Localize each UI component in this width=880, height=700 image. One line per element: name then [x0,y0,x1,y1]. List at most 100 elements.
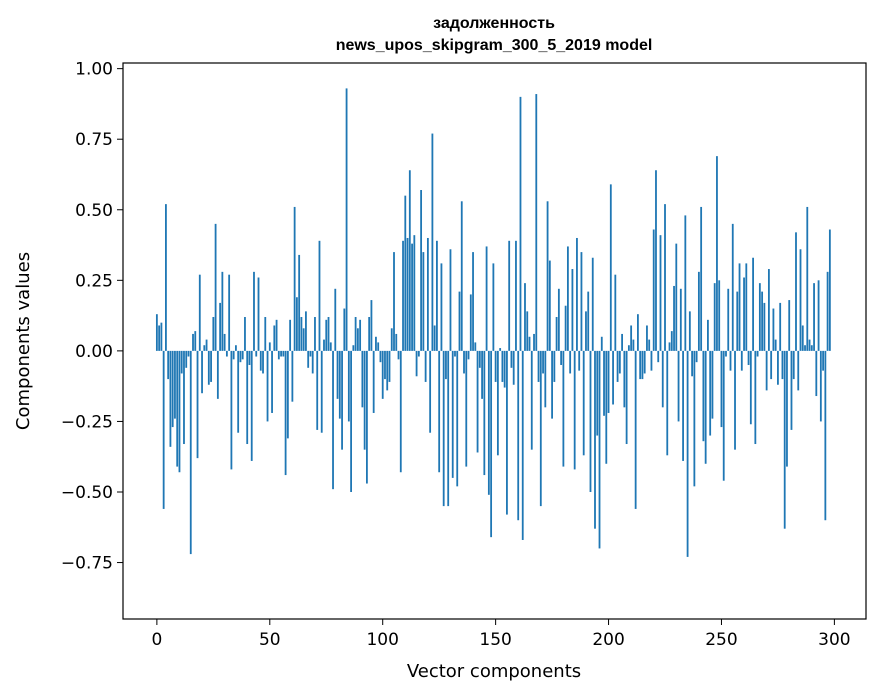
bar-component-255 [731,223,734,351]
bar-component-51 [271,350,273,413]
bar-component-163 [524,283,526,351]
bar-component-109 [402,240,404,351]
bar-component-241 [700,206,703,351]
bar-component-142 [476,350,479,453]
bar-component-129 [447,350,450,507]
bar-component-96 [372,350,375,413]
bar-component-48 [264,317,267,351]
bar-component-242 [702,350,705,442]
bar-component-24 [210,350,212,382]
bar-component-12 [183,350,185,445]
bar-component-193 [591,257,594,351]
bar-component-15 [189,350,192,555]
bars-group [155,88,831,557]
bar-component-97 [375,336,377,351]
bar-component-169 [537,350,540,382]
bar-component-252 [725,350,727,357]
bar-component-206 [621,333,623,351]
bar-component-249 [718,280,721,351]
bar-component-152 [499,348,502,351]
bar-component-21 [203,345,206,351]
bar-component-155 [506,350,508,515]
y-tick-label: 0.75 [75,130,113,150]
bar-component-145 [483,350,486,476]
bar-component-49 [266,350,269,422]
bar-component-160 [517,350,520,521]
bar-component-90 [359,319,362,351]
bar-component-191 [587,291,590,351]
bar-component-104 [390,328,393,351]
bar-component-283 [795,232,797,351]
bar-component-254 [729,350,732,371]
bar-component-64 [300,317,303,351]
bar-component-292 [815,350,818,397]
y-tick-label: 1.00 [75,60,113,80]
bar-component-225 [664,204,666,351]
bar-component-105 [393,252,395,351]
bar-component-151 [496,350,499,456]
bar-component-135 [460,201,463,351]
x-axis-label: Vector components [407,661,581,682]
bar-component-128 [445,350,447,380]
bar-component-196 [598,350,601,549]
bar-component-268 [761,291,764,351]
bar-component-83 [343,308,346,351]
bar-component-227 [668,342,671,351]
bar-component-245 [709,350,712,436]
bar-component-20 [201,350,203,394]
bar-component-201 [609,184,612,351]
bar-component-140 [472,252,474,351]
bar-component-203 [614,274,617,351]
bar-component-1 [158,325,161,351]
bar-component-147 [487,350,490,495]
bar-component-72 [318,240,321,351]
bar-component-285 [799,249,802,351]
bar-component-281 [790,350,793,430]
bar-component-215 [641,350,644,380]
bar-component-251 [722,350,725,481]
bar-component-208 [625,350,628,445]
bar-component-87 [352,345,355,351]
bar-component-226 [666,350,669,456]
bar-component-28 [219,302,222,351]
bar-component-144 [481,350,483,399]
bar-component-260 [743,277,745,351]
bar-component-174 [548,260,551,351]
bar-component-229 [673,285,675,351]
bar-component-162 [521,350,524,540]
bar-component-224 [661,350,664,408]
bar-component-297 [826,271,829,351]
bar-component-150 [494,350,497,382]
bar-component-233 [682,350,684,461]
bar-component-92 [363,350,366,450]
bar-component-137 [465,350,468,467]
bar-component-14 [187,350,190,357]
bar-component-195 [596,350,599,436]
bar-component-35 [235,345,237,351]
bar-component-118 [422,252,425,351]
bar-component-168 [535,94,538,351]
bar-component-124 [436,240,438,351]
bar-component-246 [711,350,714,419]
bar-component-139 [469,294,472,351]
bar-component-221 [655,170,657,351]
x-tick-label: 50 [259,630,281,650]
bar-component-30 [223,333,226,351]
bar-component-26 [214,223,217,351]
bar-component-58 [286,350,289,439]
bar-component-259 [740,350,743,371]
bar-component-288 [806,206,809,351]
bar-component-164 [526,311,529,351]
bar-component-121 [429,350,432,433]
bar-component-69 [311,350,314,374]
bar-component-187 [578,350,581,371]
bar-component-116 [417,350,420,357]
bar-component-95 [370,300,373,351]
bar-component-85 [347,350,350,422]
bar-component-199 [605,350,608,464]
bar-component-188 [580,252,583,351]
bar-component-23 [207,350,210,385]
bar-component-231 [677,350,680,422]
bar-component-277 [781,350,784,380]
